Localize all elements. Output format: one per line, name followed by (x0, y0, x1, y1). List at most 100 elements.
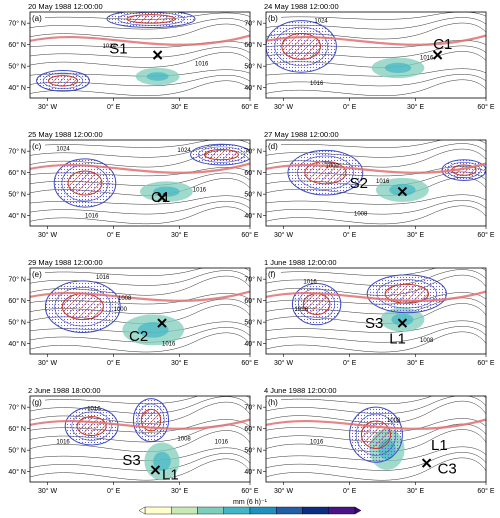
panel-title: 1 June 1988 12:00:00 (264, 258, 337, 267)
y-tick-label: 60° N (8, 41, 26, 49)
dotted-region-contour (298, 288, 336, 320)
system-label: S3 (365, 315, 383, 332)
isobar-label: 1016 (310, 81, 324, 87)
colorbar-segment (171, 506, 198, 515)
hatched-region (126, 14, 176, 24)
hatched-region (76, 416, 107, 437)
x-tick-label: 60° E (241, 103, 259, 111)
panel-letter-bg (31, 13, 45, 23)
y-tick-label: 60° N (244, 169, 262, 177)
x-tick-label: 30° E (171, 103, 189, 111)
panel-letter: (b) (268, 14, 278, 23)
panel-frame (265, 139, 487, 227)
isobar-label: 1016 (162, 341, 176, 347)
colorbar-segment (249, 506, 277, 515)
panel-title: 20 May 1988 12:00:00 (28, 2, 103, 11)
x-tick-label: 30° E (171, 231, 189, 239)
panel-title: 24 May 1988 12:00:00 (264, 2, 339, 11)
y-tick-label: 50° N (8, 191, 26, 199)
x-tick-label: 0° E (107, 359, 121, 367)
red-contour (266, 418, 486, 430)
isobar-line (30, 396, 250, 405)
y-tick-label: 60° N (244, 41, 262, 49)
cross-marker (432, 50, 443, 60)
colorbar-segment (328, 506, 356, 515)
y-tick-label: 60° N (8, 169, 26, 177)
x-tick-label: 0° E (343, 231, 357, 239)
map-panel-h: 4 June 1988 12:00:00 1016 1008 L1 C3 (h) 70° N… (244, 386, 495, 495)
isobar-line (266, 457, 486, 481)
x-tick-label: 60° E (241, 231, 259, 239)
x-tick-label: 30° E (407, 487, 425, 495)
x-tick-label: 30° E (407, 231, 425, 239)
isobar-label: 1008 (387, 418, 401, 424)
isobar-line (266, 326, 486, 343)
dotted-region-contour (117, 12, 185, 26)
x-tick-label: 0° E (343, 103, 357, 111)
panel-title: 2 June 1988 18:00:00 (28, 386, 101, 395)
precipitation-core (153, 451, 171, 471)
system-label: S1 (109, 40, 127, 57)
x-tick-label: 30° W (38, 487, 58, 495)
panel-letter-bg (31, 269, 45, 279)
cross-marker (421, 458, 432, 468)
y-tick-label: 70° N (244, 148, 262, 156)
panel-letter-bg (267, 269, 281, 279)
panel-frame (29, 11, 251, 99)
isobar-label: 1000 (114, 307, 128, 313)
x-tick-label: 60° E (477, 487, 495, 495)
panel-frame (29, 395, 251, 483)
x-tick-label: 60° E (241, 359, 259, 367)
x-tick-label: 0° E (107, 231, 121, 239)
panel-title: 29 May 1988 12:00:00 (28, 258, 103, 267)
isobar-line (30, 430, 250, 453)
isobar-label: 1016 (87, 407, 101, 413)
panel-title: 4 June 1988 12:00:00 (264, 386, 337, 395)
y-tick-label: 50° N (244, 447, 262, 455)
hatched-region (61, 293, 104, 321)
colorbar-segment (302, 506, 329, 515)
system-label: S3 (122, 452, 140, 469)
y-tick-label: 40° N (8, 468, 26, 476)
isobar-label: 1016 (96, 275, 110, 281)
isobar-label: 1016 (195, 61, 209, 67)
dotted-region-contour (54, 287, 112, 327)
panel-letter-bg (31, 397, 45, 407)
isobar-line (266, 396, 486, 405)
y-tick-label: 70° N (244, 20, 262, 28)
panel-letter: (h) (268, 398, 278, 407)
y-tick-label: 40° N (8, 212, 26, 220)
y-tick-label: 70° N (8, 276, 26, 284)
isobar-line (30, 447, 250, 461)
y-tick-label: 60° N (8, 297, 26, 305)
colorbar-segment (197, 506, 224, 515)
y-tick-label: 50° N (8, 319, 26, 327)
isobar-line (266, 74, 486, 87)
y-tick-label: 50° N (244, 191, 262, 199)
isobar-line (266, 331, 486, 353)
isobar-line (30, 144, 250, 158)
hatched-region (281, 33, 322, 60)
isobar-line (266, 140, 486, 148)
system-label: C3 (438, 460, 457, 477)
isobar-label: 1016 (376, 179, 390, 185)
isobar-line (266, 268, 486, 277)
x-tick-label: 30° W (38, 103, 58, 111)
isobar-line (30, 396, 250, 414)
x-tick-label: 30° W (274, 359, 294, 367)
precipitation-core (137, 322, 169, 338)
system-label: C1 (433, 36, 452, 53)
map-panel-a: 20 May 1988 12:00:00 1024 1016 S1 (a) 70° N 60… (8, 2, 259, 111)
precipitation-colorbar: 12357101520mm (6 h)⁻¹ (138, 499, 362, 515)
hatched-region (384, 283, 430, 304)
isobar-line (266, 320, 486, 333)
map-panel-b: 24 May 1988 12:00:00 1024 1016 1016 C1 (b) 70°… (244, 2, 495, 111)
isobar-label: 1016 (310, 439, 324, 445)
x-tick-label: 30° W (274, 231, 294, 239)
x-tick-label: 60° E (477, 231, 495, 239)
hatched-region (47, 75, 79, 87)
red-contour (30, 34, 250, 46)
isobar-label: 1024 (56, 146, 70, 152)
isobar-line (30, 206, 250, 225)
x-tick-label: 0° E (343, 359, 357, 367)
